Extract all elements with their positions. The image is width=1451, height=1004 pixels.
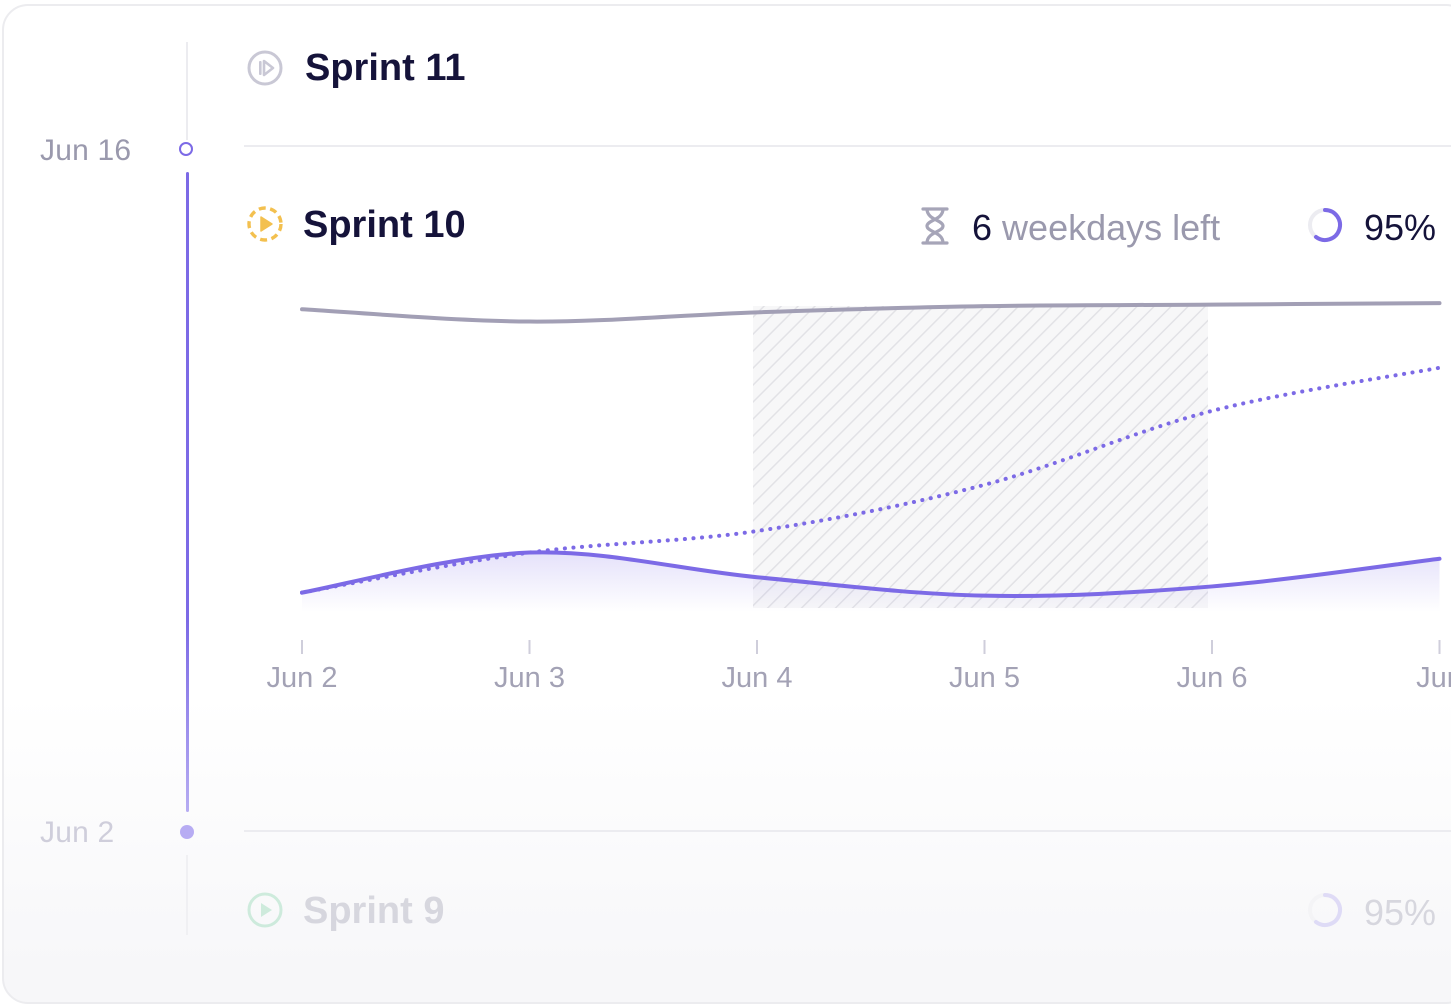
sprint-panel <box>2 4 1451 1004</box>
timeline-rail-top <box>186 42 188 140</box>
x-tick-label: Jun 6 <box>1177 662 1248 694</box>
sprint-10-progress: 95% <box>1364 207 1437 248</box>
divider-bottom <box>244 830 1451 832</box>
weekdays-left: 6 weekdays left <box>972 207 1220 249</box>
timeline-date-bottom: Jun 2 <box>40 816 115 849</box>
play-circle-outline-icon <box>247 892 283 928</box>
hourglass-icon <box>921 207 949 245</box>
x-tick-label: Jun 4 <box>722 662 793 694</box>
timeline-node-bottom <box>180 825 194 839</box>
projection-line <box>300 365 1442 595</box>
weekend-highlight <box>753 306 1208 608</box>
scope-line <box>300 301 1442 324</box>
play-circle-dashed-icon <box>247 206 283 242</box>
weekdays-left-label: weekdays left <box>1002 207 1221 248</box>
x-tick-label: Jun 5 <box>949 662 1020 694</box>
timeline-date-top: Jun 16 <box>40 134 132 167</box>
timeline-rail-bottom <box>186 855 188 935</box>
sprint-11-title: Sprint 11 <box>305 47 466 89</box>
timeline-node-top <box>179 142 193 156</box>
weekdays-left-value: 6 <box>972 207 993 248</box>
completed-line <box>300 550 1442 598</box>
sprint-10-title: Sprint 10 <box>303 204 466 246</box>
sprint-9-title: Sprint 9 <box>303 890 445 932</box>
timeline-active-segment <box>186 172 189 812</box>
x-tick-label: Jun 2 <box>267 662 338 694</box>
sprint-11-row[interactable]: Sprint 11 <box>244 40 1451 104</box>
sprint-9-row[interactable]: Sprint 9 95% <box>244 882 1451 946</box>
x-tick-label: Jun 3 <box>494 662 565 694</box>
progress-ring-icon <box>1308 893 1342 927</box>
burnup-chart: Jun 2 Jun 3 Jun 4 Jun 5 Jun 6 Jun <box>267 301 1451 694</box>
divider-top <box>244 145 1451 147</box>
x-tick-label: Jun <box>1416 662 1451 694</box>
completed-area <box>302 552 1440 612</box>
sprint-10-header[interactable]: Sprint 10 <box>244 196 1451 260</box>
play-circle-outline-icon <box>247 50 283 86</box>
sprint-9-progress: 95% <box>1364 892 1437 933</box>
progress-ring-icon <box>1308 208 1342 242</box>
